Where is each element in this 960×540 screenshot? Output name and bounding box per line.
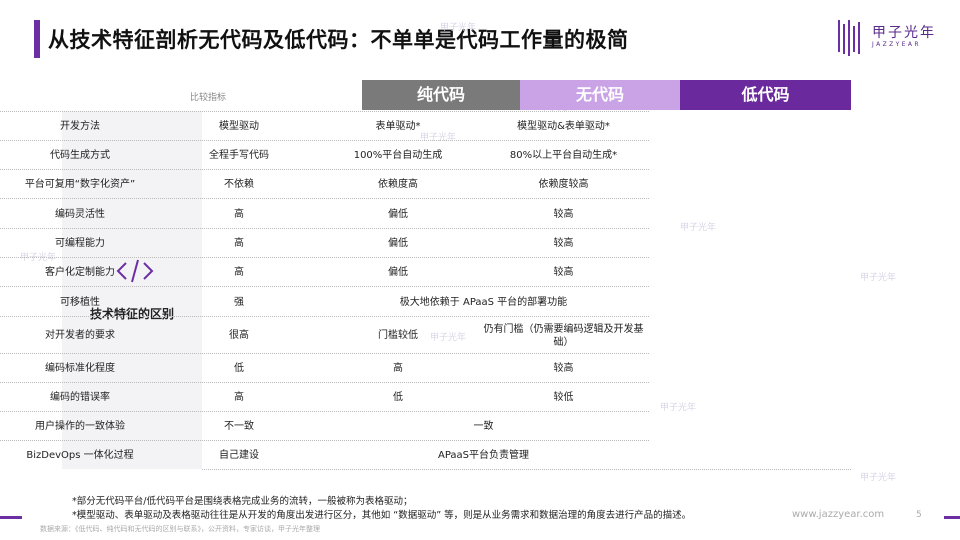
pure-code-cell: 强 (234, 296, 244, 308)
pure-code-cell: 高 (234, 267, 244, 278)
logo-bars-icon (838, 20, 860, 56)
website-link[interactable]: www.jazzyear.com (792, 509, 885, 520)
metric-label: 用户操作的一致体验 (35, 421, 125, 432)
pure-code-cell: 不一致 (224, 421, 254, 432)
merged-cell: 一致 (473, 421, 494, 432)
no-code-cell: 偏低 (388, 208, 408, 220)
table-row: 用户操作的一致体验 不一致 一致 (0, 411, 649, 441)
logo-subtext: JAZZYEAR (872, 41, 921, 48)
feature-side-panel (62, 111, 202, 469)
low-code-cell: 较低 (553, 392, 574, 403)
table-row: 可编程能力 高 偏低 较高 (0, 228, 649, 258)
low-code-cell: 仍有门槛（仍需要编码逻辑及开发基础） (483, 323, 644, 348)
column-header-low-code: 低代码 (680, 80, 851, 110)
pure-code-cell: 不依赖 (224, 179, 254, 190)
low-code-cell: 模型驱动&表单驱动* (517, 121, 610, 132)
pure-code-cell: 很高 (229, 330, 249, 341)
jazzyear-logo: 甲子光年 JAZZYEAR (838, 18, 948, 58)
code-icon (116, 259, 154, 283)
metric-label: 对开发者的要求 (45, 330, 115, 341)
table-bottom-divider (202, 469, 851, 470)
watermark: 甲子光年 (860, 273, 897, 283)
table-row: 对开发者的要求 很高 门槛较低 仍有门槛（仍需要编码逻辑及开发基础） (0, 316, 649, 354)
merged-cell: 极大地依赖于 APaaS 平台的部署功能 (399, 296, 568, 308)
pure-code-cell: 模型驱动 (219, 121, 259, 132)
no-code-cell: 高 (393, 363, 403, 374)
metric-label: 可编程能力 (55, 238, 105, 249)
no-code-cell: 偏低 (388, 238, 408, 249)
column-header-pure-code: 纯代码 (362, 80, 520, 110)
low-code-cell: 较高 (553, 267, 574, 278)
table-row: 开发方法 模型驱动 表单驱动* 模型驱动&表单驱动* (0, 111, 649, 141)
metric-label: 编码灵活性 (55, 208, 105, 220)
no-code-cell: 依赖度高 (378, 179, 418, 190)
pure-code-cell: 高 (234, 392, 244, 403)
logo-text: 甲子光年 (872, 25, 936, 41)
pure-code-cell: 低 (234, 363, 244, 374)
metric-label: 编码的错误率 (50, 392, 110, 403)
footnote: *部分无代码平台/低代码平台是围绕表格完成业务的流转，一般被称为表格驱动； (72, 496, 413, 507)
table-row: 可移植性 强 极大地依赖于 APaaS 平台的部署功能 (0, 286, 649, 317)
metric-label: 开发方法 (60, 121, 100, 132)
no-code-cell: 门槛较低 (378, 330, 418, 341)
metric-label: 客户化定制能力 (45, 267, 115, 278)
metric-label: 代码生成方式 (50, 150, 110, 161)
merged-cell: APaaS平台负责管理 (437, 450, 530, 461)
low-code-cell: 较高 (553, 363, 574, 374)
no-code-cell: 偏低 (388, 267, 408, 278)
no-code-cell: 表单驱动* (375, 121, 421, 132)
low-code-cell: 较高 (553, 208, 574, 220)
low-code-cell: 较高 (553, 238, 574, 249)
column-header-no-code: 无代码 (520, 80, 680, 110)
watermark: 甲子光年 (660, 403, 697, 413)
table-row: 编码标准化程度 低 高 较高 (0, 353, 649, 383)
metric-label: 编码标准化程度 (45, 363, 115, 374)
no-code-cell: 100%平台自动生成 (353, 150, 443, 161)
low-code-cell: 依赖度较高 (538, 179, 589, 190)
title-accent-bar (34, 20, 40, 58)
table-row: BizDevOps 一体化过程 自己建设 APaaS平台负责管理 (0, 440, 649, 470)
pure-code-cell: 高 (234, 238, 244, 249)
table-row: 编码的错误率 高 低 较低 (0, 382, 649, 412)
watermark: 甲子光年 (860, 473, 897, 483)
no-code-cell: 低 (393, 392, 403, 403)
watermark: 甲子光年 (680, 223, 717, 233)
metric-label: BizDevOps 一体化过程 (26, 450, 134, 461)
pure-code-cell: 高 (234, 208, 244, 220)
table-row: 编码灵活性 高 偏低 较高 (0, 198, 649, 229)
table-row: 平台可复用“数字化资产” 不依赖 依赖度高 依赖度较高 (0, 169, 649, 199)
metric-label: 可移植性 (60, 296, 100, 308)
data-source: 数据来源：《低代码、纯代码和无代码的区别与联系》，公开资料，专家访谈，甲子光年整… (40, 525, 320, 533)
low-code-cell: 80%以上平台自动生成* (509, 150, 618, 161)
corner-label: 比较指标 (190, 93, 227, 103)
side-label: 技术特征的区别 (89, 307, 174, 321)
footnote: *模型驱动、表单驱动及表格驱动往往是从开发的角度出发进行区分，其他如 “数据驱动… (72, 510, 692, 521)
table-row: 代码生成方式 全程手写代码 100%平台自动生成 80%以上平台自动生成* (0, 140, 649, 170)
pure-code-cell: 自己建设 (219, 450, 259, 461)
pure-code-cell: 全程手写代码 (209, 150, 269, 161)
page-title: 从技术特征剖析无代码及低代码：不单单是代码工作量的极简 (48, 28, 629, 52)
page-number: 5 (916, 510, 922, 520)
metric-label: 平台可复用“数字化资产” (24, 179, 136, 190)
footer-accent-right (944, 516, 960, 519)
table-row: 客户化定制能力 高 偏低 较高 (0, 257, 649, 287)
footer-accent-left (0, 516, 22, 519)
